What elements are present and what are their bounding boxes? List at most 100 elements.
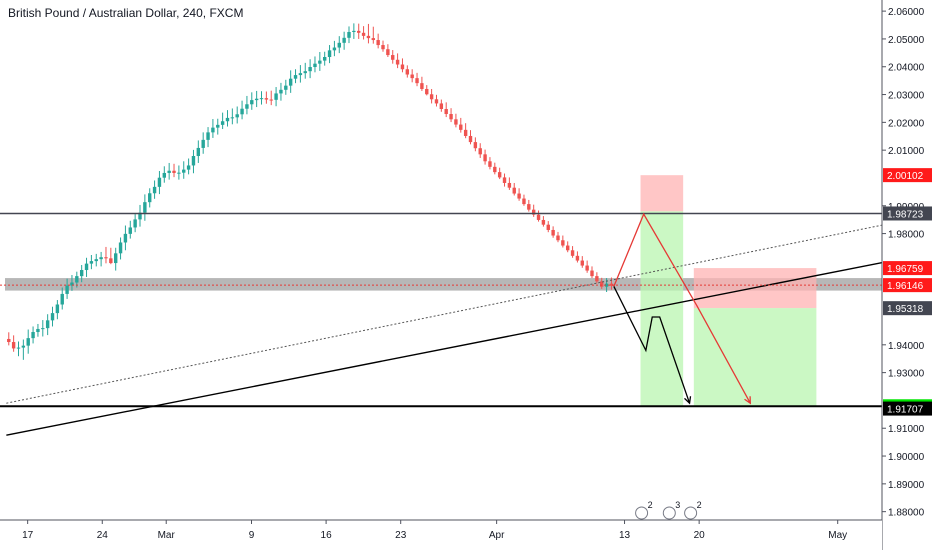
candle-body: [235, 114, 239, 118]
path-arrowhead: [744, 396, 751, 405]
price-label-text: 2.00102: [887, 171, 924, 182]
candle-body: [84, 263, 89, 271]
candles-layer: [7, 23, 614, 360]
candle-body: [410, 74, 414, 79]
zones-layer: [5, 175, 882, 407]
candle-body: [497, 172, 502, 178]
candle-body: [11, 342, 16, 349]
candle-body: [143, 202, 147, 213]
candle-body: [148, 193, 152, 203]
candle-body: [332, 47, 337, 51]
candle-body: [186, 165, 191, 170]
candle-body: [361, 32, 366, 36]
candle-body: [536, 214, 541, 220]
candle-body: [269, 99, 273, 101]
candle-body: [556, 235, 560, 241]
candle-body: [386, 49, 390, 56]
candle-body: [371, 38, 375, 41]
candle-body: [531, 209, 536, 215]
candle-body: [376, 40, 380, 46]
candle-body: [279, 89, 283, 94]
candle-body: [459, 124, 463, 130]
candle-body: [420, 83, 424, 89]
candle-body: [391, 55, 395, 60]
candle-body: [600, 281, 604, 287]
price-label-text: 1.95318: [887, 304, 924, 315]
price-label-text: 1.91707: [887, 405, 924, 416]
candle-body: [31, 332, 35, 339]
candle-body: [327, 50, 332, 58]
event-count: 2: [697, 500, 702, 510]
candle-body: [94, 259, 98, 262]
candle-body: [493, 166, 497, 173]
candle-body: [250, 100, 254, 105]
price-tick-label: 2.05000: [888, 35, 925, 46]
candle-body: [36, 328, 40, 333]
candle-body: [609, 283, 614, 286]
price-tick-label: 2.01000: [888, 146, 925, 157]
time-tick-label: Apr: [489, 530, 505, 541]
time-tick-label: Mar: [158, 530, 176, 541]
price-tick-label: 2.03000: [888, 91, 925, 102]
candle-body: [604, 283, 609, 287]
candle-body: [439, 103, 444, 110]
candle-body: [45, 320, 50, 329]
candle-body: [128, 227, 132, 234]
candle-body: [216, 124, 220, 128]
position-stop-zone: [640, 175, 684, 212]
price-label-text: 1.96759: [887, 264, 924, 275]
candle-body: [157, 177, 162, 187]
position-target-zone: [693, 308, 817, 407]
candle-body: [400, 64, 405, 70]
candle-body: [211, 127, 215, 133]
price-label-box: [883, 168, 932, 183]
candle-body: [318, 60, 322, 64]
price-label-text: 1.98723: [887, 209, 924, 220]
candle-body: [70, 282, 74, 286]
candle-body: [284, 85, 288, 90]
bullish-projection-path: [613, 212, 751, 404]
price-tick-label: 1.94000: [888, 341, 925, 352]
candle-body: [425, 88, 429, 95]
candle-body: [405, 69, 410, 75]
candle-body: [162, 172, 167, 178]
candle-body: [177, 172, 181, 174]
candle-body: [118, 242, 123, 254]
candle-body: [16, 347, 21, 349]
candle-body: [288, 78, 293, 86]
bearish-projection-path: [613, 286, 691, 404]
price-tick-label: 1.91000: [888, 424, 925, 435]
candle-body: [99, 257, 103, 260]
candle-body: [109, 258, 113, 264]
event-marker: [684, 506, 698, 520]
candle-body: [434, 99, 439, 104]
candle-body: [357, 30, 361, 33]
trendline: [6, 260, 892, 436]
drawings-layer: 2 3 2: [0, 212, 892, 520]
dotted-trendline: [6, 222, 892, 404]
candle-body: [26, 338, 30, 346]
candle-body: [444, 109, 448, 115]
price-label-box: [883, 261, 932, 276]
time-axis-background: [0, 520, 882, 550]
path-arrowhead: [684, 396, 692, 405]
event-count: 3: [675, 500, 680, 510]
candle-body: [352, 30, 356, 32]
candle-body: [347, 31, 351, 38]
price-tick-label: 2.06000: [888, 7, 925, 18]
candle-body: [502, 177, 507, 183]
candle-body: [415, 78, 419, 84]
candle-body: [551, 229, 555, 236]
candle-body: [308, 67, 312, 72]
candle-body: [191, 156, 196, 166]
time-tick-label: May: [828, 530, 847, 541]
time-tick-label: 13: [619, 530, 631, 541]
candle-body: [468, 135, 473, 143]
candle-body: [206, 132, 210, 140]
candle-body: [595, 276, 599, 282]
candle-body: [240, 108, 244, 115]
candle-body: [152, 186, 157, 194]
candle-body: [527, 204, 531, 210]
event-marker: [635, 506, 649, 520]
